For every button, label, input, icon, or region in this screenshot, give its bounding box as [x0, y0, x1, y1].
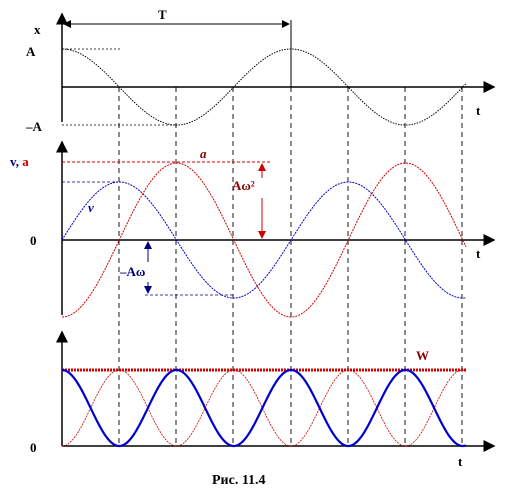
- va-axis-label: v, a: [10, 154, 29, 169]
- energy-panel: 0 t W: [30, 330, 496, 469]
- displacement-panel: x A –A T t: [25, 7, 496, 134]
- va-panel-t-label: t: [476, 246, 481, 261]
- kinetic-energy-curve: [61, 369, 467, 447]
- va-zero-label: 0: [30, 233, 37, 248]
- w-zero-label: 0: [30, 440, 37, 455]
- accel-amplitude-label: Aω²: [232, 178, 255, 193]
- x-panel-t-label: t: [476, 103, 481, 118]
- phase-guides: [118, 87, 463, 446]
- energy-label: W: [416, 348, 429, 363]
- acceleration-curve-label: a: [200, 146, 207, 161]
- displacement-curve: [61, 48, 467, 126]
- neg-amplitude-label: –A: [25, 119, 43, 134]
- va-axis-label-v: v: [10, 154, 17, 169]
- velocity-acceleration-panel: v, a 0 t a v Aω² –Aω: [10, 140, 496, 318]
- period-label: T: [158, 7, 167, 22]
- velocity-curve: [61, 181, 467, 299]
- vel-amplitude-label: –Aω: [119, 264, 145, 279]
- acceleration-curve: [61, 162, 467, 318]
- va-axis-label-a: a: [22, 154, 29, 169]
- x-axis-label: x: [34, 22, 41, 37]
- w-panel-t-label: t: [458, 454, 463, 469]
- potential-energy-curve: [61, 368, 467, 448]
- figure-caption: Рис. 11.4: [212, 473, 266, 488]
- velocity-curve-label: v: [88, 200, 94, 215]
- amplitude-label: A: [26, 44, 36, 59]
- va-axis-label-sep: ,: [16, 154, 23, 169]
